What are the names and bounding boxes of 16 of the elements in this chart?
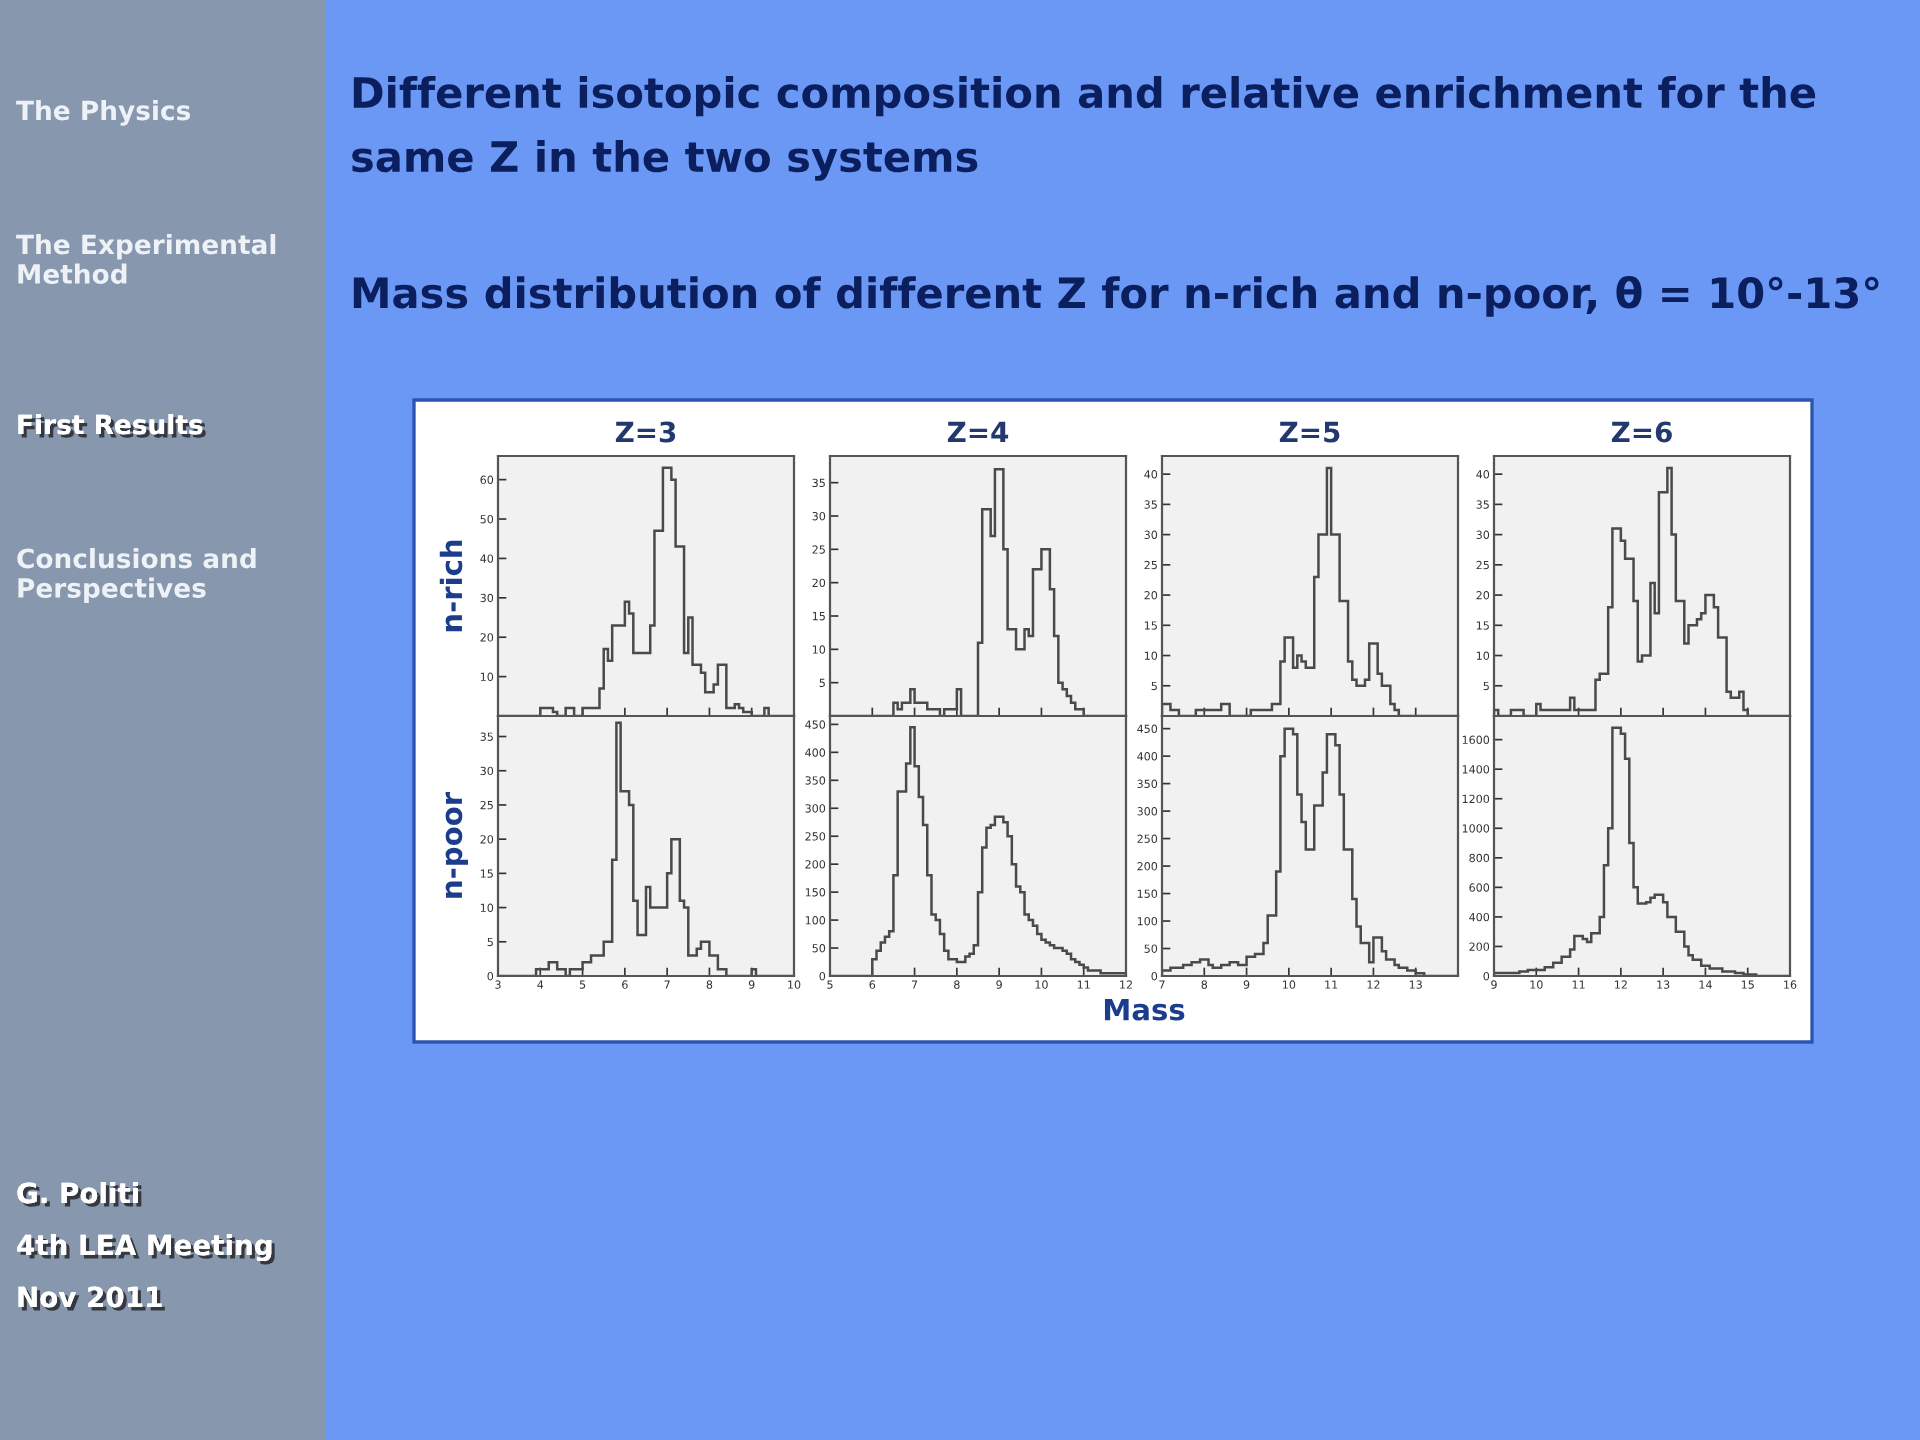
text: The Experimental Method bbox=[16, 234, 276, 284]
text: Different isotopic composition and relative enrichment for the same Z in the two systems bbox=[352, 76, 1816, 181]
text: 4th LEA Meeting bbox=[17, 1234, 275, 1265]
chart-title: Z=3 bbox=[615, 421, 676, 443]
chart-title: Z=6 bbox=[1611, 421, 1672, 443]
text: G. Politi bbox=[17, 1182, 142, 1207]
chart-title: Z=4 bbox=[947, 421, 1009, 443]
text: Nov 2011 bbox=[18, 1286, 165, 1311]
chart-title: Z=5 bbox=[1279, 421, 1340, 443]
y-axis-title: n-poor bbox=[445, 791, 468, 898]
text: The Physics bbox=[16, 100, 191, 126]
x-axis-title: Mass bbox=[1104, 998, 1185, 1021]
text: First Results bbox=[18, 414, 206, 438]
text: Conclusions and Perspectives bbox=[17, 548, 256, 604]
text: Mass distribution of different Z for n-rich and n-poor, θ = 10°-13° bbox=[353, 276, 1879, 317]
y-axis-title: n-rich bbox=[439, 540, 463, 632]
